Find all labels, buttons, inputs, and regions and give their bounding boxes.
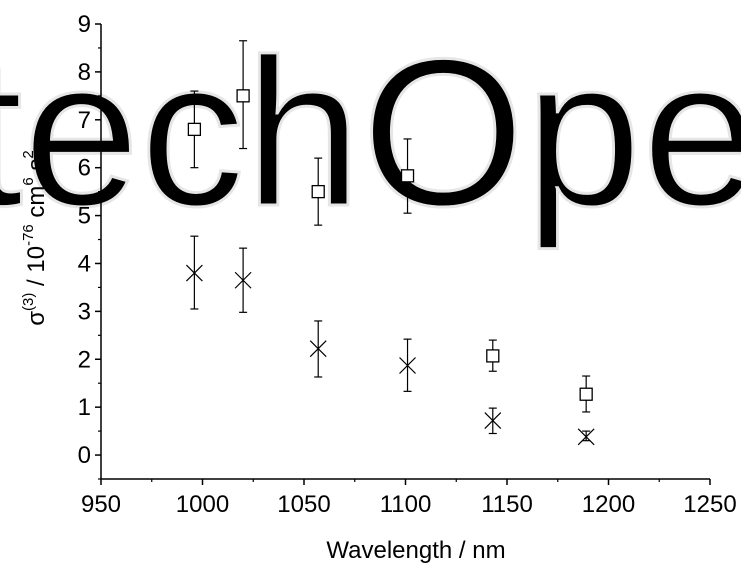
y-label-sigma: σ xyxy=(23,311,50,326)
data-point-cross xyxy=(577,428,595,446)
svg-text:σ(3) / 10-76 cm6 s2: σ(3) / 10-76 cm6 s2 xyxy=(20,150,50,326)
x-tick-label: 1200 xyxy=(582,491,635,518)
series-open-square xyxy=(187,40,593,413)
y-label-s: s xyxy=(23,159,50,178)
y-label-exp1: -76 xyxy=(20,224,37,246)
x-tick-label: 1000 xyxy=(176,491,229,518)
cross-stroke xyxy=(399,357,416,374)
y-label-mid: / 10 xyxy=(23,246,50,293)
y-tick-label: 1 xyxy=(78,394,91,421)
y-tick-label: 3 xyxy=(78,298,91,325)
y-tick-label: 4 xyxy=(78,250,91,277)
data-point-cross xyxy=(185,264,203,282)
data-point-square xyxy=(579,387,593,401)
x-tick-label: 1150 xyxy=(481,491,533,518)
data-point-square xyxy=(236,89,250,103)
y-label-cm: cm xyxy=(23,186,50,225)
x-axis-label: Wavelength / nm xyxy=(326,537,505,564)
y-label-exp3: 2 xyxy=(20,150,37,158)
cross-stroke xyxy=(577,428,595,446)
y-axis-label: σ(3) / 10-76 cm6 s2 xyxy=(20,150,50,326)
cross-stroke xyxy=(484,412,502,429)
y-tick-label: 8 xyxy=(78,59,91,86)
data-point-cross xyxy=(234,271,252,289)
watermark-text: techOpen xyxy=(0,15,741,250)
cross-stroke xyxy=(234,271,252,289)
data-point-cross xyxy=(484,412,502,429)
y-tick-label: 2 xyxy=(78,346,91,373)
x-tick-label: 1250 xyxy=(683,491,736,518)
data-point-square xyxy=(400,169,415,183)
cross-stroke xyxy=(185,264,203,282)
cross-stroke xyxy=(309,340,327,358)
series-cross xyxy=(185,235,595,446)
y-tick-label: 0 xyxy=(78,442,91,469)
plot-area xyxy=(185,40,595,446)
watermark: techOpen xyxy=(0,14,741,252)
data-point-square xyxy=(187,122,202,137)
x-tick-label: 1050 xyxy=(277,491,330,518)
y-label-order: (3) xyxy=(20,293,37,311)
data-point-cross xyxy=(309,340,327,358)
y-tick-label: 9 xyxy=(78,11,91,38)
data-point-cross xyxy=(399,357,416,374)
y-label-exp2: 6 xyxy=(20,177,37,185)
data-point-square xyxy=(311,184,325,199)
y-tick-label: 6 xyxy=(78,155,91,182)
x-tick-label: 950 xyxy=(81,491,121,518)
ticks: 0 1 2 3 4 5 6 7 8 9 950 1000 1050 1100 1150 1200 1250 xyxy=(78,11,737,518)
x-tick-label: 1100 xyxy=(380,491,432,518)
data-point-square xyxy=(486,349,500,363)
y-tick-label: 7 xyxy=(78,107,91,134)
y-tick-label: 5 xyxy=(78,203,91,230)
